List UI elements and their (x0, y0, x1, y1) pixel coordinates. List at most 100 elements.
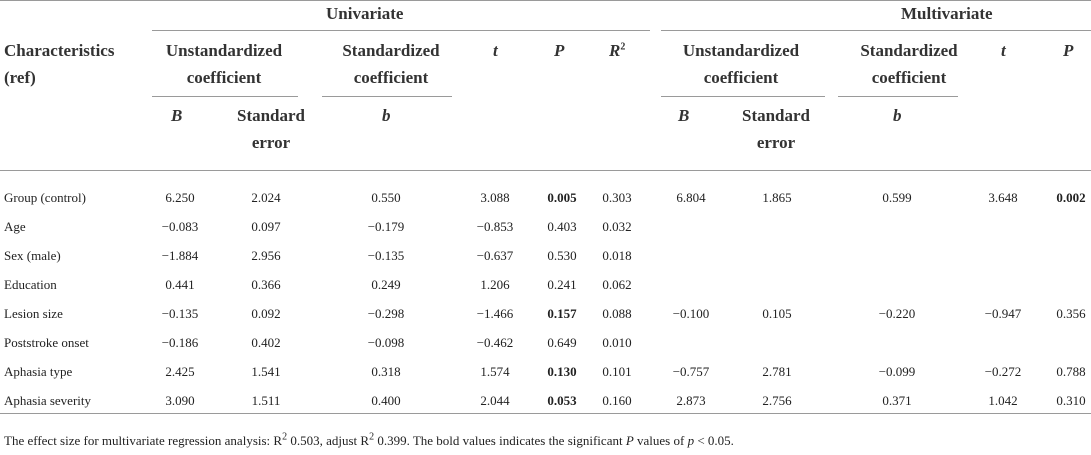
univariate-cell: 0.092 (251, 306, 281, 321)
row-label: Aphasia type (4, 364, 73, 379)
univariate-cell: 0.241 (547, 277, 577, 292)
univariate-cell: 0.053 (547, 393, 577, 408)
standardized-line2: coefficient (353, 68, 429, 87)
univariate-header: Univariate (326, 4, 404, 23)
footnote-part4: values of (633, 433, 688, 448)
univariate-cell: 2.044 (480, 393, 510, 408)
univariate-cell: 0.062 (602, 277, 632, 292)
univariate-cell: −0.186 (161, 335, 199, 350)
univariate-cell: 0.101 (602, 364, 632, 379)
row-label: Sex (male) (4, 248, 61, 263)
univariate-cell: 1.541 (251, 364, 281, 379)
row-label: Lesion size (4, 306, 63, 321)
multivariate-cell: 0.599 (882, 190, 912, 205)
se-line2: error (756, 133, 796, 152)
multivariate-cell: 2.781 (762, 364, 792, 379)
univariate-cell: −0.637 (476, 248, 514, 263)
characteristics-header: Characteristics (ref) (4, 37, 114, 91)
univariate-cell: −0.135 (367, 248, 405, 263)
univariate-b-lower-header: b (382, 106, 391, 125)
univariate-cell: 0.097 (251, 219, 281, 234)
univariate-unstd-rule (152, 96, 298, 97)
unstandardized-line2: coefficient (703, 68, 779, 87)
univariate-cell: 0.249 (371, 277, 401, 292)
r2-sup: 2 (620, 41, 626, 53)
standardized-line1: Standardized (342, 41, 440, 60)
characteristics-ref-label: (ref) (4, 68, 36, 87)
univariate-cell: 0.010 (602, 335, 632, 350)
univariate-cell: 0.649 (547, 335, 577, 350)
univariate-cell: 0.402 (251, 335, 281, 350)
univariate-cell: −0.298 (367, 306, 405, 321)
multivariate-standardized-header: Standardized coefficient (838, 37, 980, 91)
multivariate-cell: 0.371 (882, 393, 912, 408)
univariate-unstandardized-header: Unstandardized coefficient (150, 37, 298, 91)
multivariate-cell: 1.865 (762, 190, 792, 205)
univariate-cell: 0.157 (547, 306, 577, 321)
univariate-standardized-header: Standardized coefficient (322, 37, 460, 91)
header-bottom-rule (0, 170, 1091, 171)
table-footnote: The effect size for multivariate regress… (4, 431, 734, 449)
footnote-sup1: 2 (282, 431, 288, 443)
standardized-line1: Standardized (860, 41, 958, 60)
footnote-sup2: 2 (369, 431, 375, 443)
univariate-cell: 2.024 (251, 190, 281, 205)
multivariate-b-upper-header: B (678, 106, 690, 125)
footnote-part1: The effect size for multivariate regress… (4, 433, 283, 448)
univariate-b-upper-header: B (171, 106, 183, 125)
footnote-p-italic: P (625, 433, 634, 448)
footnote-part5: < 0.05. (694, 433, 734, 448)
univariate-cell: −1.466 (476, 306, 514, 321)
multivariate-se-header: Standard error (731, 102, 821, 156)
characteristics-label: Characteristics (4, 41, 115, 60)
multivariate-rule (661, 30, 1091, 31)
multivariate-cell: 0.002 (1056, 190, 1086, 205)
univariate-p-header: P (554, 41, 565, 60)
multivariate-cell: −0.220 (878, 306, 916, 321)
univariate-cell: 0.530 (547, 248, 577, 263)
multivariate-cell: 0.788 (1056, 364, 1086, 379)
footnote-p-lower: p (687, 433, 695, 448)
bottom-rule (0, 413, 1091, 414)
row-label: Poststroke onset (4, 335, 89, 350)
univariate-cell: 0.303 (602, 190, 632, 205)
multivariate-cell: −0.757 (672, 364, 710, 379)
footnote-part2: 0.503, adjust R (287, 433, 370, 448)
multivariate-cell: −0.099 (878, 364, 916, 379)
univariate-cell: 1.511 (251, 393, 281, 408)
multivariate-unstd-rule (661, 96, 825, 97)
univariate-r2-header: R2 (609, 37, 625, 64)
footnote-part3: 0.399. The bold values indicates the sig… (374, 433, 626, 448)
univariate-cell: 1.206 (480, 277, 510, 292)
univariate-cell: 3.090 (165, 393, 195, 408)
univariate-cell: −0.179 (367, 219, 405, 234)
univariate-cell: 1.574 (480, 364, 510, 379)
univariate-cell: 0.160 (602, 393, 632, 408)
row-label: Education (4, 277, 57, 292)
univariate-cell: 0.441 (165, 277, 195, 292)
unstandardized-line1: Unstandardized (682, 41, 800, 60)
multivariate-cell: 2.873 (676, 393, 706, 408)
multivariate-cell: −0.272 (984, 364, 1022, 379)
se-line1: Standard (236, 106, 306, 125)
univariate-cell: 3.088 (480, 190, 510, 205)
univariate-cell: 2.425 (165, 364, 195, 379)
univariate-cell: 0.088 (602, 306, 632, 321)
univariate-std-rule (322, 96, 452, 97)
univariate-cell: 6.250 (165, 190, 195, 205)
multivariate-t-header: t (1001, 41, 1006, 60)
multivariate-header: Multivariate (901, 4, 993, 23)
univariate-cell: 0.366 (251, 277, 281, 292)
unstandardized-line1: Unstandardized (165, 41, 283, 60)
multivariate-cell: 1.042 (988, 393, 1018, 408)
univariate-cell: −0.853 (476, 219, 514, 234)
multivariate-cell: 2.756 (762, 393, 792, 408)
multivariate-cell: 3.648 (988, 190, 1018, 205)
univariate-cell: 2.956 (251, 248, 281, 263)
univariate-cell: 0.018 (602, 248, 632, 263)
univariate-cell: 0.130 (547, 364, 577, 379)
multivariate-p-header: P (1063, 41, 1074, 60)
standardized-line2: coefficient (871, 68, 947, 87)
univariate-cell: 0.005 (547, 190, 577, 205)
univariate-t-header: t (493, 41, 498, 60)
